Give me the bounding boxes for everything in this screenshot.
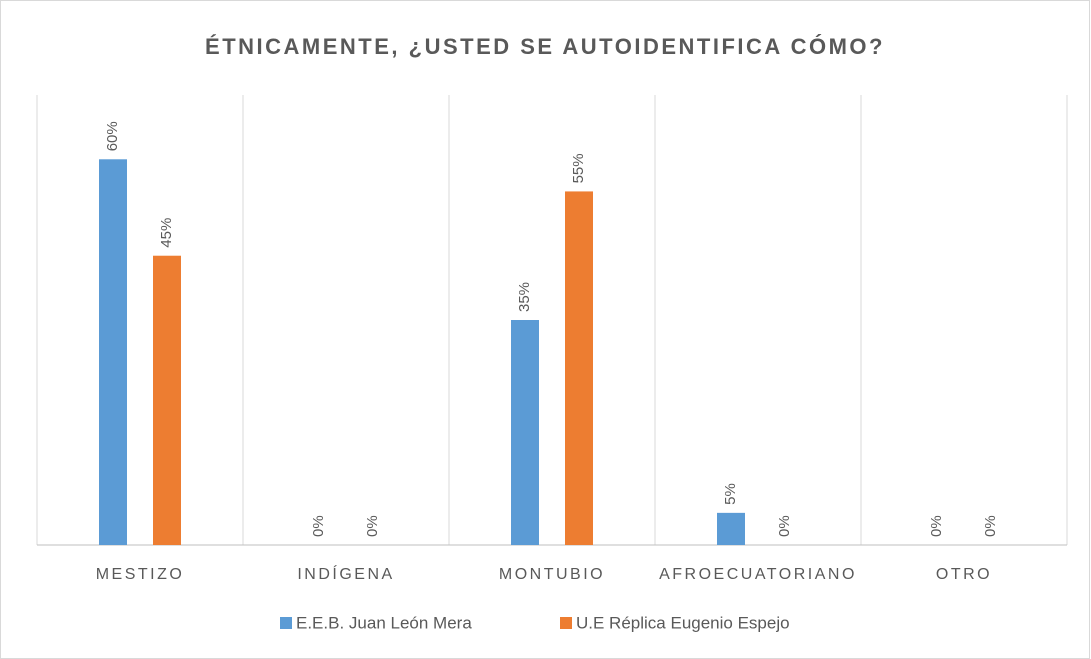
data-label: 0%	[982, 515, 999, 537]
data-label: 0%	[310, 515, 327, 537]
x-tick-label: OTRO	[936, 566, 992, 583]
x-tick-label: MESTIZO	[96, 566, 185, 583]
legend-swatch	[280, 617, 292, 629]
data-label: 55%	[570, 153, 587, 183]
data-label: 5%	[722, 483, 739, 505]
data-label: 35%	[516, 282, 533, 312]
data-label: 45%	[158, 218, 175, 248]
x-tick-label: AFROECUATORIANO	[659, 566, 857, 583]
x-tick-label: MONTUBIO	[499, 566, 605, 583]
bar	[511, 320, 539, 545]
data-label: 60%	[104, 121, 121, 151]
legend-label: E.E.B. Juan León Mera	[296, 613, 472, 632]
legend-label: U.E Réplica Eugenio Espejo	[576, 613, 790, 632]
chart-title: ÉTNICAMENTE, ¿USTED SE AUTOIDENTIFICA CÓ…	[205, 34, 885, 59]
x-tick-label: INDÍGENA	[297, 564, 394, 583]
legend-swatch	[560, 617, 572, 629]
bar	[99, 159, 127, 546]
data-label: 0%	[776, 515, 793, 537]
bar	[565, 191, 593, 545]
data-label: 0%	[364, 515, 381, 537]
bar	[717, 512, 745, 545]
data-label: 0%	[928, 515, 945, 537]
bar	[153, 255, 181, 545]
